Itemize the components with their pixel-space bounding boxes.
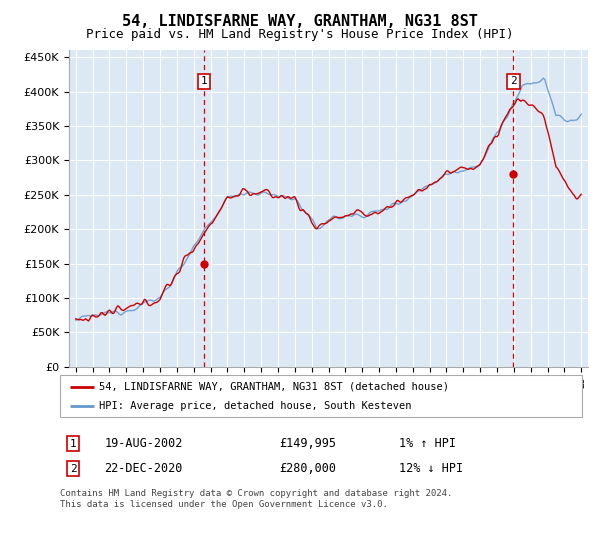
Text: 54, LINDISFARNE WAY, GRANTHAM, NG31 8ST (detached house): 54, LINDISFARNE WAY, GRANTHAM, NG31 8ST … [99, 381, 449, 391]
Text: £149,995: £149,995 [279, 437, 336, 450]
Text: Price paid vs. HM Land Registry's House Price Index (HPI): Price paid vs. HM Land Registry's House … [86, 28, 514, 41]
Text: 12% ↓ HPI: 12% ↓ HPI [400, 462, 463, 475]
Text: 19-AUG-2002: 19-AUG-2002 [104, 437, 183, 450]
Text: Contains HM Land Registry data © Crown copyright and database right 2024.
This d: Contains HM Land Registry data © Crown c… [60, 489, 452, 509]
Text: HPI: Average price, detached house, South Kesteven: HPI: Average price, detached house, Sout… [99, 401, 412, 411]
Text: 54, LINDISFARNE WAY, GRANTHAM, NG31 8ST: 54, LINDISFARNE WAY, GRANTHAM, NG31 8ST [122, 14, 478, 29]
Text: 1: 1 [201, 76, 208, 86]
FancyBboxPatch shape [60, 375, 582, 417]
Text: 2: 2 [510, 76, 517, 86]
Text: 22-DEC-2020: 22-DEC-2020 [104, 462, 183, 475]
Text: £280,000: £280,000 [279, 462, 336, 475]
Text: 1: 1 [70, 438, 76, 449]
Text: 1% ↑ HPI: 1% ↑ HPI [400, 437, 457, 450]
Text: 2: 2 [70, 464, 76, 474]
